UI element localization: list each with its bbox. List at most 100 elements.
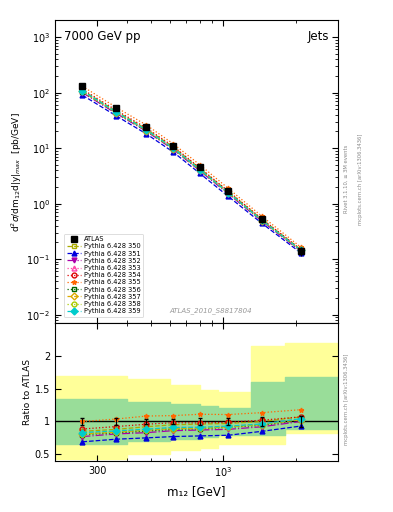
Pythia 6.428 356 bbox=[171, 146, 176, 152]
Pythia 6.428 354 bbox=[260, 216, 264, 222]
Pythia 6.428 357 bbox=[298, 247, 303, 253]
Pythia 6.428 355 bbox=[198, 162, 202, 168]
Pythia 6.428 358 bbox=[144, 127, 149, 133]
Line: Pythia 6.428 359: Pythia 6.428 359 bbox=[80, 89, 303, 252]
Line: Pythia 6.428 356: Pythia 6.428 356 bbox=[80, 89, 303, 253]
Pythia 6.428 352 bbox=[144, 129, 149, 135]
Pythia 6.428 355 bbox=[144, 122, 149, 128]
Pythia 6.428 354 bbox=[80, 86, 85, 92]
Pythia 6.428 358 bbox=[80, 88, 85, 94]
Pythia 6.428 352 bbox=[260, 218, 264, 224]
Text: mcplots.cern.ch [arXiv:1306.3436]: mcplots.cern.ch [arXiv:1306.3436] bbox=[358, 134, 363, 225]
Y-axis label: Ratio to ATLAS: Ratio to ATLAS bbox=[23, 359, 32, 425]
Pythia 6.428 350 bbox=[298, 246, 303, 252]
Pythia 6.428 350 bbox=[260, 217, 264, 223]
Y-axis label: d$^2\sigma$/dm$_{12}$d|y|$_{max}$  [pb/GeV]: d$^2\sigma$/dm$_{12}$d|y|$_{max}$ [pb/Ge… bbox=[9, 112, 24, 232]
Pythia 6.428 358 bbox=[198, 167, 202, 173]
Pythia 6.428 351 bbox=[298, 250, 303, 256]
Pythia 6.428 353 bbox=[198, 166, 202, 173]
Text: 7000 GeV pp: 7000 GeV pp bbox=[64, 30, 140, 42]
Pythia 6.428 353 bbox=[298, 247, 303, 253]
Text: ATLAS_2010_S8817804: ATLAS_2010_S8817804 bbox=[169, 307, 252, 314]
Line: Pythia 6.428 355: Pythia 6.428 355 bbox=[80, 84, 303, 249]
Pythia 6.428 354 bbox=[298, 246, 303, 252]
Pythia 6.428 358 bbox=[298, 247, 303, 253]
Pythia 6.428 351 bbox=[260, 220, 264, 226]
Line: Pythia 6.428 351: Pythia 6.428 351 bbox=[80, 93, 303, 255]
Pythia 6.428 355 bbox=[80, 83, 85, 90]
Pythia 6.428 357 bbox=[144, 127, 149, 134]
Pythia 6.428 359 bbox=[298, 247, 303, 253]
Pythia 6.428 351 bbox=[80, 92, 85, 98]
Pythia 6.428 358 bbox=[114, 110, 119, 116]
Pythia 6.428 353 bbox=[171, 145, 176, 151]
Pythia 6.428 357 bbox=[260, 218, 264, 224]
Pythia 6.428 352 bbox=[80, 90, 85, 96]
Pythia 6.428 351 bbox=[114, 113, 119, 119]
Pythia 6.428 351 bbox=[171, 149, 176, 155]
Pythia 6.428 359 bbox=[80, 88, 85, 94]
Pythia 6.428 350 bbox=[80, 88, 85, 94]
Pythia 6.428 355 bbox=[226, 185, 231, 191]
Text: Rivet 3.1.10, ≥ 3M events: Rivet 3.1.10, ≥ 3M events bbox=[344, 145, 349, 214]
Pythia 6.428 352 bbox=[298, 248, 303, 254]
Line: Pythia 6.428 350: Pythia 6.428 350 bbox=[80, 88, 303, 252]
Pythia 6.428 352 bbox=[171, 146, 176, 153]
Pythia 6.428 357 bbox=[80, 89, 85, 95]
Pythia 6.428 353 bbox=[226, 189, 231, 196]
Pythia 6.428 351 bbox=[226, 194, 231, 200]
Pythia 6.428 357 bbox=[198, 167, 202, 173]
Pythia 6.428 356 bbox=[114, 110, 119, 116]
Pythia 6.428 356 bbox=[198, 167, 202, 173]
Pythia 6.428 352 bbox=[226, 191, 231, 197]
Pythia 6.428 357 bbox=[114, 110, 119, 116]
Pythia 6.428 356 bbox=[226, 190, 231, 196]
Pythia 6.428 353 bbox=[114, 110, 119, 116]
Pythia 6.428 356 bbox=[144, 128, 149, 134]
Line: Pythia 6.428 352: Pythia 6.428 352 bbox=[80, 90, 303, 253]
Pythia 6.428 355 bbox=[171, 141, 176, 147]
Pythia 6.428 350 bbox=[114, 109, 119, 115]
Pythia 6.428 351 bbox=[144, 131, 149, 137]
Pythia 6.428 354 bbox=[114, 108, 119, 114]
Pythia 6.428 358 bbox=[260, 218, 264, 224]
Pythia 6.428 358 bbox=[171, 145, 176, 152]
X-axis label: m₁₂ [GeV]: m₁₂ [GeV] bbox=[167, 485, 226, 498]
Pythia 6.428 352 bbox=[198, 168, 202, 174]
Pythia 6.428 359 bbox=[114, 109, 119, 115]
Pythia 6.428 351 bbox=[198, 170, 202, 177]
Legend: ATLAS, Pythia 6.428 350, Pythia 6.428 351, Pythia 6.428 352, Pythia 6.428 353, P: ATLAS, Pythia 6.428 350, Pythia 6.428 35… bbox=[64, 233, 143, 317]
Pythia 6.428 353 bbox=[80, 89, 85, 95]
Pythia 6.428 355 bbox=[260, 214, 264, 220]
Pythia 6.428 355 bbox=[114, 104, 119, 111]
Line: Pythia 6.428 354: Pythia 6.428 354 bbox=[80, 87, 303, 252]
Pythia 6.428 354 bbox=[144, 125, 149, 131]
Pythia 6.428 350 bbox=[198, 165, 202, 172]
Pythia 6.428 356 bbox=[298, 247, 303, 253]
Pythia 6.428 354 bbox=[171, 143, 176, 150]
Text: mcplots.cern.ch [arXiv:1306.3436]: mcplots.cern.ch [arXiv:1306.3436] bbox=[344, 354, 349, 445]
Pythia 6.428 359 bbox=[260, 217, 264, 223]
Pythia 6.428 355 bbox=[298, 244, 303, 250]
Pythia 6.428 352 bbox=[114, 111, 119, 117]
Pythia 6.428 358 bbox=[226, 189, 231, 196]
Pythia 6.428 353 bbox=[260, 217, 264, 223]
Pythia 6.428 353 bbox=[144, 127, 149, 133]
Pythia 6.428 357 bbox=[226, 190, 231, 196]
Pythia 6.428 359 bbox=[171, 145, 176, 151]
Pythia 6.428 350 bbox=[226, 188, 231, 195]
Pythia 6.428 350 bbox=[171, 144, 176, 150]
Pythia 6.428 354 bbox=[226, 188, 231, 194]
Pythia 6.428 350 bbox=[144, 126, 149, 132]
Line: Pythia 6.428 357: Pythia 6.428 357 bbox=[80, 89, 303, 253]
Pythia 6.428 359 bbox=[144, 127, 149, 133]
Line: Pythia 6.428 358: Pythia 6.428 358 bbox=[80, 89, 303, 252]
Pythia 6.428 356 bbox=[260, 218, 264, 224]
Pythia 6.428 359 bbox=[226, 189, 231, 196]
Line: Pythia 6.428 353: Pythia 6.428 353 bbox=[80, 89, 303, 252]
Text: Jets: Jets bbox=[308, 30, 329, 42]
Pythia 6.428 354 bbox=[198, 165, 202, 171]
Pythia 6.428 357 bbox=[171, 145, 176, 152]
Pythia 6.428 356 bbox=[80, 89, 85, 95]
Pythia 6.428 359 bbox=[198, 166, 202, 173]
